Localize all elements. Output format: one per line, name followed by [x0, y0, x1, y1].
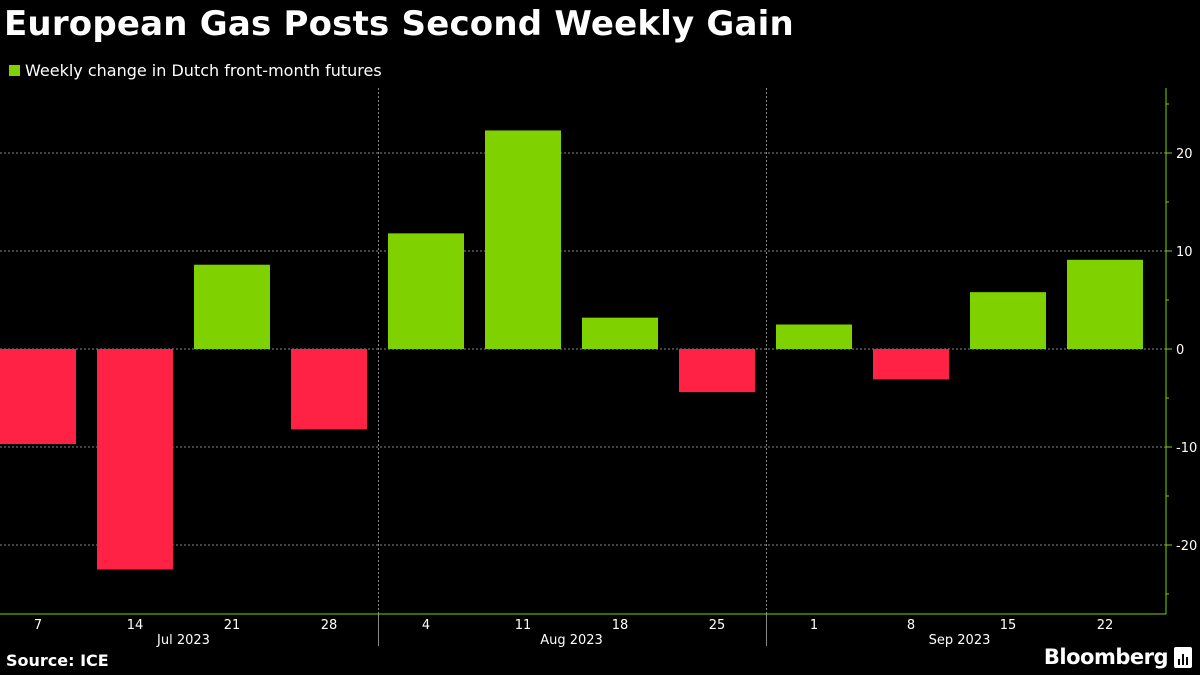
bar	[970, 292, 1046, 349]
x-tick-label: 25	[709, 618, 726, 633]
legend: Weekly change in Dutch front-month futur…	[9, 61, 382, 80]
x-month-label: Aug 2023	[540, 633, 603, 648]
x-tick-label: 4	[422, 618, 430, 633]
x-tick-label: 18	[612, 618, 629, 633]
y-tick-label: -20	[1176, 539, 1197, 554]
bar	[97, 349, 173, 570]
x-month-label: Sep 2023	[929, 633, 991, 648]
x-month-label: Jul 2023	[156, 633, 210, 648]
x-tick-label: 14	[127, 618, 144, 633]
x-tick-label: 8	[907, 618, 915, 633]
x-tick-label: 7	[34, 618, 42, 633]
bar	[679, 349, 755, 393]
x-tick-label: 22	[1097, 618, 1114, 633]
bar	[873, 349, 949, 380]
y-tick-label: 10	[1176, 245, 1193, 260]
x-tick-label: 1	[810, 618, 818, 633]
y-tick-label: 0	[1176, 343, 1184, 358]
source-note: Source: ICE	[6, 651, 109, 670]
brand-name: Bloomberg	[1043, 645, 1169, 669]
bar	[1067, 259, 1143, 349]
x-tick-label: 28	[321, 618, 338, 633]
y-tick-label: 20	[1176, 147, 1193, 162]
bar	[485, 130, 561, 349]
grid-layer	[0, 88, 1166, 614]
y-tick-label: -10	[1176, 441, 1197, 456]
bar	[776, 324, 852, 349]
chart-title: European Gas Posts Second Weekly Gain	[4, 4, 794, 44]
x-tick-label: 11	[515, 618, 532, 633]
bar	[194, 264, 270, 349]
brand-logo: Bloomberg	[1044, 645, 1192, 669]
bar	[388, 233, 464, 349]
bloomberg-chart-icon	[1174, 646, 1192, 668]
legend-swatch	[9, 65, 20, 76]
bar	[291, 349, 367, 430]
x-tick-label: 15	[1000, 618, 1017, 633]
bar-layer	[0, 130, 1143, 570]
bar	[582, 317, 658, 349]
x-tick-label: 21	[224, 618, 241, 633]
legend-label: Weekly change in Dutch front-month futur…	[25, 61, 382, 80]
bar	[0, 349, 76, 445]
